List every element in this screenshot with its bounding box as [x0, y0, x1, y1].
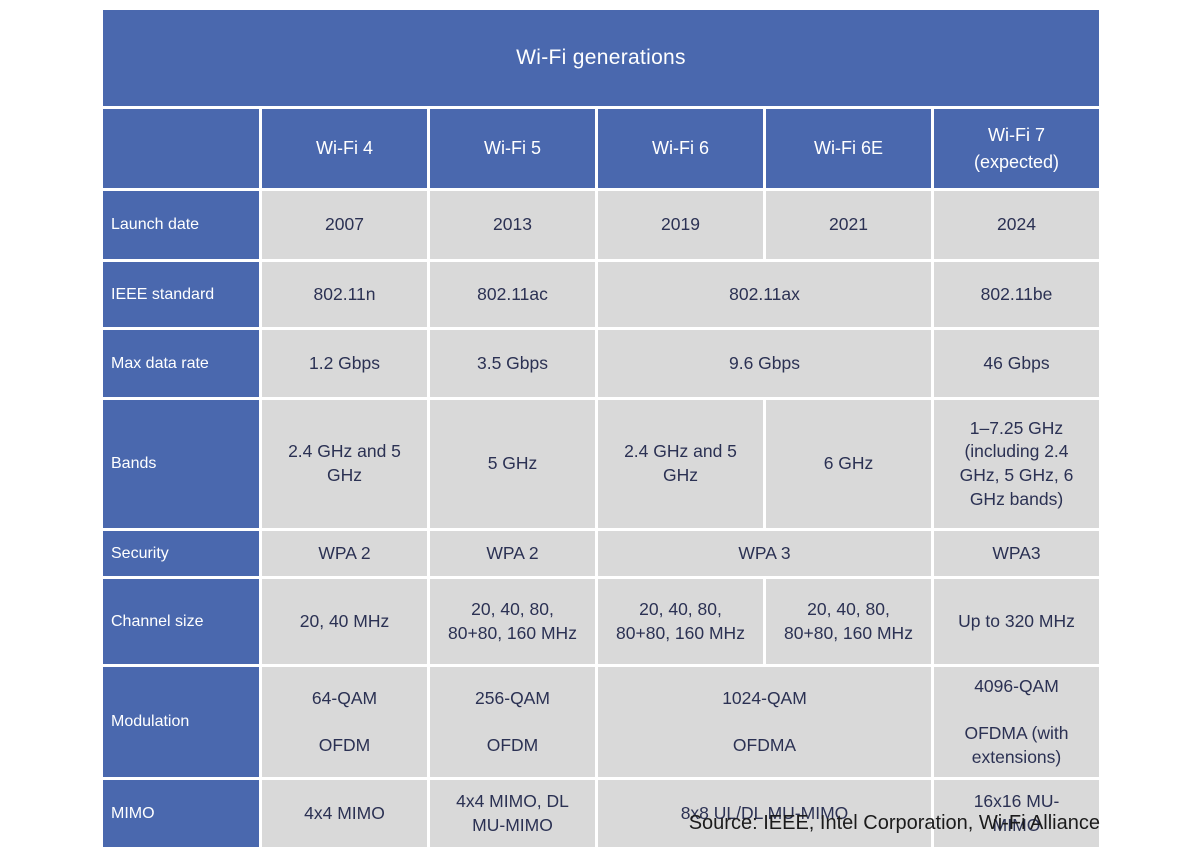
row-header-cell: Modulation — [103, 667, 259, 777]
data-cell: 16x16 MU- MIMO — [934, 780, 1099, 847]
row-header-cell: MIMO — [103, 780, 259, 847]
data-cell: 20, 40 MHz — [262, 579, 427, 664]
data-cell-merged: WPA 3 — [598, 531, 931, 576]
data-cell: 802.11be — [934, 262, 1099, 327]
table-title: Wi-Fi generations — [103, 10, 1099, 106]
row-channel-size: Channel size 20, 40 MHz 20, 40, 80, 80+8… — [103, 579, 1099, 664]
data-cell: 802.11ac — [430, 262, 595, 327]
row-header-cell: IEEE standard — [103, 262, 259, 327]
data-cell: WPA3 — [934, 531, 1099, 576]
data-cell: 2019 — [598, 191, 763, 259]
data-cell: 5 GHz — [430, 400, 595, 528]
data-cell: 2.4 GHz and 5 GHz — [598, 400, 763, 528]
data-cell: 20, 40, 80, 80+80, 160 MHz — [766, 579, 931, 664]
data-cell: 256-QAM OFDM — [430, 667, 595, 777]
data-cell-merged: 1024-QAM OFDMA — [598, 667, 931, 777]
data-cell: 2013 — [430, 191, 595, 259]
data-cell: 20, 40, 80, 80+80, 160 MHz — [598, 579, 763, 664]
data-cell: 2.4 GHz and 5 GHz — [262, 400, 427, 528]
data-cell: 4x4 MIMO, DL MU-MIMO — [430, 780, 595, 847]
data-cell: 1.2 Gbps — [262, 330, 427, 397]
data-cell: 4x4 MIMO — [262, 780, 427, 847]
col-header-wifi-5: Wi-Fi 5 — [430, 109, 595, 188]
col-header-wifi-6e: Wi-Fi 6E — [766, 109, 931, 188]
row-modulation: Modulation 64-QAM OFDM 256-QAM OFDM 1024… — [103, 667, 1099, 777]
row-header-cell: Bands — [103, 400, 259, 528]
data-cell: Up to 320 MHz — [934, 579, 1099, 664]
data-cell: 2021 — [766, 191, 931, 259]
data-cell: WPA 2 — [430, 531, 595, 576]
row-max-data-rate: Max data rate 1.2 Gbps 3.5 Gbps 9.6 Gbps… — [103, 330, 1099, 397]
data-cell: 6 GHz — [766, 400, 931, 528]
data-cell: 2024 — [934, 191, 1099, 259]
wifi-generations-table: Wi-Fi generations Wi-Fi 4 Wi-Fi 5 Wi-Fi … — [100, 7, 1102, 849]
row-security: Security WPA 2 WPA 2 WPA 3 WPA3 — [103, 531, 1099, 576]
data-cell: 20, 40, 80, 80+80, 160 MHz — [430, 579, 595, 664]
row-header-cell: Channel size — [103, 579, 259, 664]
data-cell: 3.5 Gbps — [430, 330, 595, 397]
col-header-wifi-6: Wi-Fi 6 — [598, 109, 763, 188]
row-header-cell: Security — [103, 531, 259, 576]
row-launch-date: Launch date 2007 2013 2019 2021 2024 — [103, 191, 1099, 259]
data-cell: 1–7.25 GHz (including 2.4 GHz, 5 GHz, 6 … — [934, 400, 1099, 528]
row-mimo: MIMO 4x4 MIMO 4x4 MIMO, DL MU-MIMO 8x8 U… — [103, 780, 1099, 847]
col-header-wifi-7: Wi-Fi 7 (expected) — [934, 109, 1099, 188]
data-cell: 4096-QAM OFDMA (with extensions) — [934, 667, 1099, 777]
data-cell: 46 Gbps — [934, 330, 1099, 397]
row-header-cell: Max data rate — [103, 330, 259, 397]
row-bands: Bands 2.4 GHz and 5 GHz 5 GHz 2.4 GHz an… — [103, 400, 1099, 528]
data-cell-merged: 8x8 UL/DL MU-MIMO — [598, 780, 931, 847]
data-cell-merged: 9.6 Gbps — [598, 330, 931, 397]
data-cell-merged: 802.11ax — [598, 262, 931, 327]
data-cell: 2007 — [262, 191, 427, 259]
row-ieee-standard: IEEE standard 802.11n 802.11ac 802.11ax … — [103, 262, 1099, 327]
col-header-wifi-4: Wi-Fi 4 — [262, 109, 427, 188]
row-header-cell: Launch date — [103, 191, 259, 259]
title-row: Wi-Fi generations — [103, 10, 1099, 106]
source-note: Source: IEEE, Intel Corporation, Wi-Fi A… — [688, 812, 1100, 834]
column-header-row: Wi-Fi 4 Wi-Fi 5 Wi-Fi 6 Wi-Fi 6E Wi-Fi 7… — [103, 109, 1099, 188]
data-cell: 802.11n — [262, 262, 427, 327]
corner-cell — [103, 109, 259, 188]
data-cell: WPA 2 — [262, 531, 427, 576]
data-cell: 64-QAM OFDM — [262, 667, 427, 777]
